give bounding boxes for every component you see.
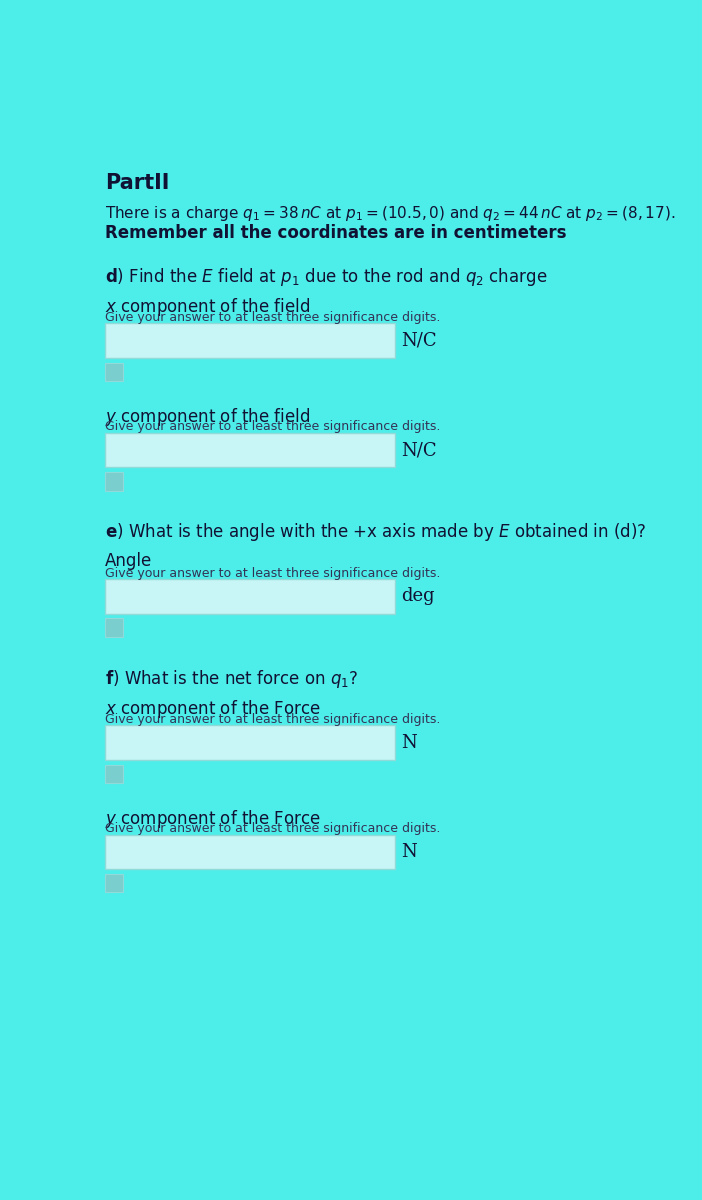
Text: $x$ component of the Force: $x$ component of the Force	[105, 698, 321, 720]
FancyBboxPatch shape	[105, 764, 124, 784]
FancyBboxPatch shape	[105, 580, 395, 613]
Text: $y$ component of the Force: $y$ component of the Force	[105, 808, 321, 829]
Text: deg: deg	[401, 587, 435, 605]
Text: PartII: PartII	[105, 173, 169, 193]
FancyBboxPatch shape	[105, 618, 124, 637]
Text: N: N	[401, 844, 416, 862]
Text: $x$ component of the field: $x$ component of the field	[105, 296, 310, 318]
Text: Give your answer to at least three significance digits.: Give your answer to at least three signi…	[105, 566, 440, 580]
Text: There is a charge $q_1 = 38\,nC$ at $p_1 = (10.5, 0)$ and $q_2 = 44\,nC$ at $p_2: There is a charge $q_1 = 38\,nC$ at $p_1…	[105, 204, 675, 223]
FancyBboxPatch shape	[105, 835, 395, 869]
Text: Angle: Angle	[105, 552, 152, 570]
Text: N/C: N/C	[401, 442, 437, 460]
FancyBboxPatch shape	[105, 472, 124, 491]
Text: Remember all the coordinates are in centimeters: Remember all the coordinates are in cent…	[105, 224, 567, 242]
Text: $\mathit{\mathbf{e}}$) What is the angle with the +x axis made by $E$ obtained i: $\mathit{\mathbf{e}}$) What is the angle…	[105, 521, 647, 544]
Text: Give your answer to at least three significance digits.: Give your answer to at least three signi…	[105, 311, 440, 324]
Text: $\mathit{\mathbf{f}}$) What is the net force on $q_1$?: $\mathit{\mathbf{f}}$) What is the net f…	[105, 667, 358, 690]
FancyBboxPatch shape	[105, 362, 124, 382]
Text: $\mathit{\mathbf{d}}$) Find the $E$ field at $p_1$ due to the rod and $q_2$ char: $\mathit{\mathbf{d}}$) Find the $E$ fiel…	[105, 265, 547, 288]
FancyBboxPatch shape	[105, 725, 395, 760]
Text: N: N	[401, 733, 416, 751]
FancyBboxPatch shape	[105, 324, 395, 358]
Text: Give your answer to at least three significance digits.: Give your answer to at least three signi…	[105, 822, 440, 835]
Text: N/C: N/C	[401, 331, 437, 349]
Text: Give your answer to at least three significance digits.: Give your answer to at least three signi…	[105, 713, 440, 726]
Text: Give your answer to at least three significance digits.: Give your answer to at least three signi…	[105, 420, 440, 433]
Text: $y$ component of the field: $y$ component of the field	[105, 406, 310, 427]
FancyBboxPatch shape	[105, 874, 124, 893]
FancyBboxPatch shape	[105, 433, 395, 467]
